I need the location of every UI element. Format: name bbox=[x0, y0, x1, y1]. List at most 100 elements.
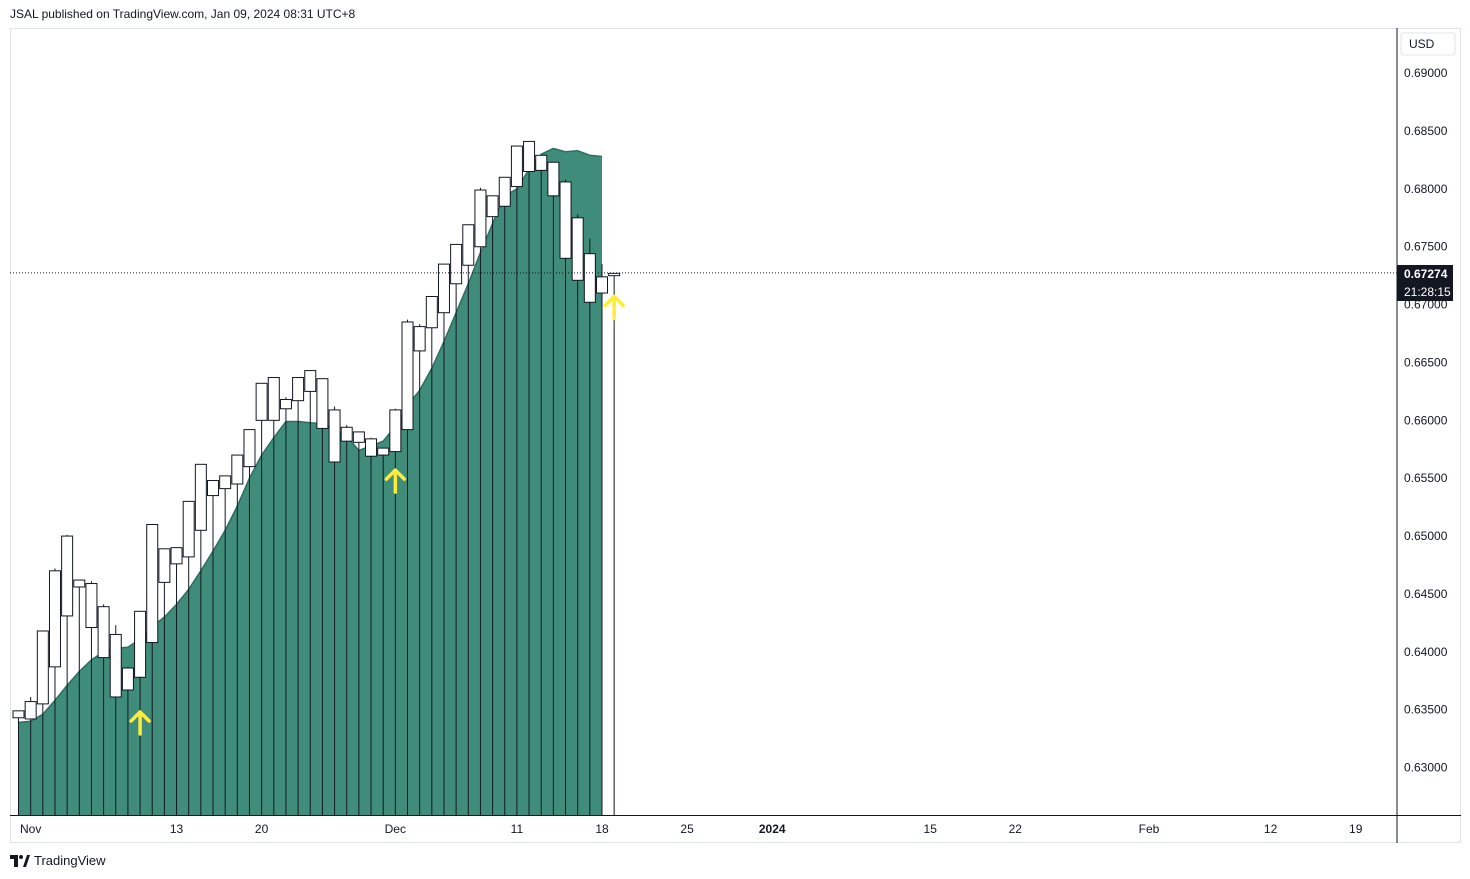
time-tick-label: 25 bbox=[680, 822, 694, 836]
price-tick-label: 0.69000 bbox=[1404, 66, 1448, 80]
candle-body bbox=[24, 701, 37, 720]
candle bbox=[182, 500, 195, 815]
currency-label: USD bbox=[1409, 37, 1435, 51]
candle bbox=[474, 187, 487, 815]
candle bbox=[24, 696, 37, 815]
currency-button[interactable]: USD bbox=[1400, 32, 1456, 56]
candle bbox=[109, 625, 122, 815]
price-label-countdown: 21:28:15 bbox=[1404, 285, 1451, 299]
candle bbox=[194, 463, 207, 815]
candle-body bbox=[571, 217, 584, 281]
price-label: 0.67274 21:28:15 bbox=[1397, 265, 1453, 301]
candle bbox=[413, 324, 426, 815]
candle bbox=[36, 630, 49, 815]
candle-body bbox=[535, 154, 548, 171]
time-tick-label: Nov bbox=[20, 822, 41, 836]
time-tick-label: 13 bbox=[170, 822, 184, 836]
time-tick-label: 12 bbox=[1264, 822, 1278, 836]
candle-body bbox=[243, 429, 256, 468]
candle-body bbox=[486, 195, 499, 218]
candle-body bbox=[85, 583, 98, 629]
candle-body bbox=[377, 447, 390, 456]
signal-arrows bbox=[129, 294, 625, 736]
candle-body bbox=[182, 500, 195, 558]
candle bbox=[255, 382, 268, 815]
candle-body bbox=[608, 272, 621, 277]
candle bbox=[486, 195, 499, 815]
candle-body bbox=[231, 454, 244, 485]
candle bbox=[535, 154, 548, 815]
candle-body bbox=[304, 370, 317, 392]
candle bbox=[437, 263, 450, 815]
footer-brand: TradingView bbox=[34, 853, 106, 868]
candle bbox=[316, 378, 329, 815]
time-tick-label: 22 bbox=[1009, 822, 1023, 836]
candle-body bbox=[583, 253, 596, 303]
candle bbox=[231, 454, 244, 815]
candle-body bbox=[207, 480, 220, 497]
candle-body bbox=[450, 243, 463, 285]
candle-body bbox=[559, 181, 572, 259]
price-tick-label: 0.65500 bbox=[1404, 471, 1448, 485]
candle-body bbox=[158, 548, 171, 583]
price-tick-label: 0.63000 bbox=[1404, 761, 1448, 775]
candle-body bbox=[389, 409, 402, 453]
candle bbox=[450, 243, 463, 815]
candle bbox=[352, 431, 365, 815]
candle-body bbox=[462, 224, 475, 266]
time-axis[interactable]: Nov 13 20 Dec 11 18 25 2024 15 22 Feb 12 19 bbox=[20, 822, 1363, 836]
candle-body bbox=[352, 431, 365, 443]
time-tick-label: Dec bbox=[385, 822, 406, 836]
candle bbox=[425, 296, 438, 815]
candle-body bbox=[109, 633, 122, 698]
candle-body bbox=[73, 579, 86, 588]
candle-body bbox=[255, 382, 268, 421]
up-arrow-icon bbox=[129, 710, 151, 736]
price-tick-label: 0.67000 bbox=[1404, 298, 1448, 312]
tradingview-logo-icon bbox=[10, 854, 30, 867]
candle bbox=[401, 319, 414, 815]
candle bbox=[304, 370, 317, 815]
up-arrow-icon bbox=[384, 468, 407, 494]
candle-body bbox=[134, 610, 147, 678]
candle bbox=[73, 579, 86, 815]
candle-body bbox=[146, 524, 159, 644]
candle-body bbox=[523, 140, 536, 173]
candle bbox=[292, 377, 305, 815]
candle-body bbox=[12, 710, 25, 719]
candle bbox=[608, 272, 621, 815]
candle bbox=[571, 214, 584, 815]
candle bbox=[85, 581, 98, 815]
publish-header: JSAL published on TradingView.com, Jan 0… bbox=[10, 7, 356, 21]
candle-body bbox=[401, 321, 414, 431]
price-tick-label: 0.67500 bbox=[1404, 240, 1448, 254]
candle bbox=[462, 224, 475, 815]
price-tick-label: 0.68500 bbox=[1404, 124, 1448, 138]
candle bbox=[61, 534, 74, 815]
candle-body bbox=[425, 296, 438, 329]
price-tick-label: 0.66500 bbox=[1404, 356, 1448, 370]
time-tick-label: 11 bbox=[511, 822, 524, 836]
candle bbox=[547, 161, 560, 815]
time-tick-label: 18 bbox=[595, 822, 609, 836]
price-tick-label: 0.64500 bbox=[1404, 587, 1448, 601]
footer: TradingView bbox=[10, 853, 106, 868]
candle bbox=[158, 548, 171, 815]
candle bbox=[97, 604, 110, 815]
candle bbox=[219, 475, 232, 815]
candle bbox=[279, 397, 292, 815]
price-label-value: 0.67274 bbox=[1404, 267, 1448, 281]
candle-body bbox=[340, 426, 353, 442]
candle bbox=[243, 429, 256, 815]
chart-frame[interactable] bbox=[10, 28, 1461, 843]
price-axis[interactable]: 0.69000 0.68500 0.68000 0.67500 0.67000 0.665… bbox=[1404, 66, 1448, 774]
price-tick-label: 0.66000 bbox=[1404, 413, 1448, 427]
candle bbox=[267, 377, 280, 815]
candle-body bbox=[279, 399, 292, 410]
time-tick-label: 2024 bbox=[759, 822, 786, 836]
candle-body bbox=[498, 176, 511, 207]
candle bbox=[170, 547, 183, 815]
candle-body bbox=[219, 475, 232, 490]
candle bbox=[377, 447, 390, 815]
